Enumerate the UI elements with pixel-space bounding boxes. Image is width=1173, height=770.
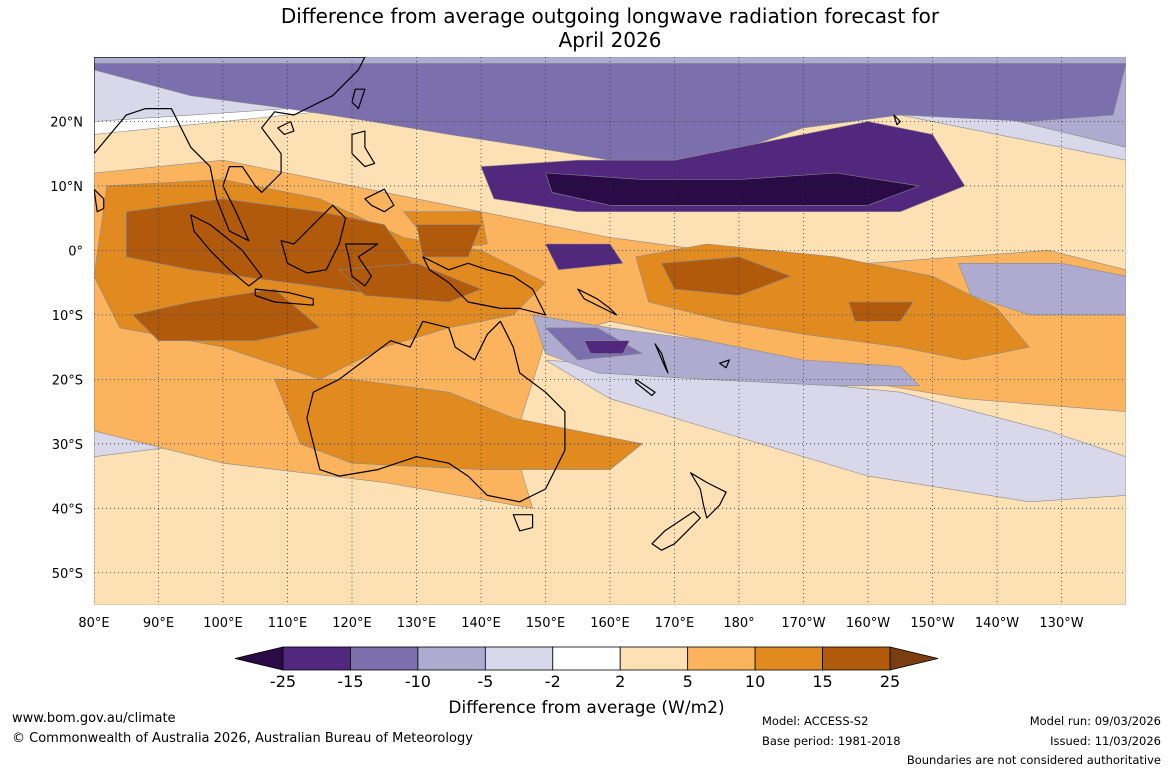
colorbar-tick-label: 2 (615, 672, 625, 691)
coastline-vanuatu (654, 343, 669, 374)
colorbar-tick-label: -5 (477, 672, 493, 691)
title-line-2: April 2026 (558, 28, 662, 52)
coastline-tasmania (512, 514, 534, 532)
colorbar-over-arrow (889, 646, 939, 671)
coastline-solomons (577, 288, 618, 316)
anomaly-region-14 (661, 256, 791, 296)
lat-tick-label: 20°S (52, 373, 83, 388)
colorbar-tick-label: -15 (337, 672, 363, 691)
colorbar-tick-label: -10 (405, 672, 431, 691)
title-line-1: Difference from average outgoing longwav… (280, 4, 940, 28)
coastline-philippines-mindanao (364, 188, 395, 213)
coastline-sulawesi (345, 243, 379, 287)
anomaly-region-11 (416, 224, 482, 258)
base-period-text: Base period: 1981-2018 (762, 734, 901, 748)
coastline-borneo (280, 204, 347, 274)
lon-tick-label: 130°W (1039, 616, 1083, 631)
lon-tick-label: 170°W (781, 616, 825, 631)
coastline-australia (306, 320, 566, 503)
lon-tick-label: 120°E (332, 616, 372, 631)
anomaly-region-22 (545, 243, 624, 271)
chart-title: Difference from average outgoing longwav… (0, 4, 1173, 52)
model-text: Model: ACCESS-S2 (762, 714, 869, 728)
lon-tick-label: 80°E (78, 616, 109, 631)
anomaly-region-24 (545, 172, 920, 206)
plot-area (94, 57, 1126, 605)
colorbar-swatch (350, 646, 419, 671)
coastline-new-zealand-south (651, 510, 701, 551)
lon-tick-label: 170°E (655, 616, 695, 631)
colorbar-swatch (484, 646, 554, 671)
lon-tick-label: 110°E (268, 616, 308, 631)
lon-tick-label: 90°E (143, 616, 174, 631)
coastline-mainland-asia (94, 57, 366, 242)
colorbar-tick-label: -25 (270, 672, 296, 691)
colorbar-tick-label: 10 (745, 672, 765, 691)
coastline-sri-lanka (94, 188, 105, 213)
coastline-hainan (277, 120, 295, 135)
anomaly-region-23 (583, 340, 630, 354)
coastline-hawaii (893, 114, 901, 126)
anomaly-region-17 (532, 314, 920, 387)
colorbar-swatch (619, 646, 689, 671)
colorbar-swatch (282, 646, 351, 671)
model-run-text: Model run: 09/03/2026 (1029, 714, 1161, 728)
lat-tick-label: 20°N (50, 115, 83, 130)
lat-tick-label: 10°S (52, 309, 83, 324)
lat-tick-label: 10°N (50, 180, 83, 195)
coastline-taiwan (351, 88, 366, 110)
colorbar-under-arrow (234, 646, 284, 671)
copyright-text: © Commonwealth of Australia 2026, Austra… (12, 731, 473, 746)
coastline-new-guinea (422, 256, 547, 316)
colorbar-swatch (754, 646, 823, 671)
lat-tick-label: 40°S (52, 502, 83, 517)
anomaly-fill-layer (94, 57, 1126, 605)
lon-tick-label: 140°E (461, 616, 501, 631)
lon-tick-label: 130°E (397, 616, 437, 631)
lon-tick-label: 150°E (526, 616, 566, 631)
lat-tick-label: 0° (68, 244, 83, 259)
lat-tick-label: 30°S (52, 438, 83, 453)
anomaly-region-15 (848, 301, 914, 322)
colorbar-tick-label: 5 (683, 672, 693, 691)
colorbar-swatch (687, 646, 756, 671)
coastline-java (254, 288, 314, 306)
colorbar-swatch (417, 646, 486, 671)
axis-labels: 80°E 90°E 100°E 110°E 120°E 130°E 140°E 150°E 16… (50, 115, 1084, 631)
coastline-new-zealand-north (689, 472, 727, 519)
coastline-fiji (718, 359, 730, 369)
boundaries-note: Boundaries are not considered authoritat… (906, 753, 1161, 767)
colorbar-title: Difference from average (W/m2) (448, 698, 724, 718)
lon-tick-label: 140°W (975, 616, 1019, 631)
anomaly-region-18 (957, 262, 1126, 316)
colorbar-swatch (552, 646, 621, 671)
colorbar-swatch (822, 646, 891, 671)
coastline-sumatra (190, 214, 263, 287)
lon-tick-label: 150°W (910, 616, 954, 631)
issued-text: Issued: 11/03/2026 (1050, 734, 1161, 748)
colorbar-tick-label: 25 (880, 672, 900, 691)
colorbar-tick-label: -2 (545, 672, 561, 691)
coastline-new-caledonia (635, 378, 656, 397)
lat-tick-label: 50°S (52, 567, 83, 582)
website-text: www.bom.gov.au/climate (12, 711, 176, 726)
lon-tick-label: 160°E (590, 616, 630, 631)
anomaly-region-9 (274, 379, 643, 470)
lon-tick-label: 180° (723, 616, 754, 631)
anomaly-region-12 (338, 262, 482, 303)
gridlines (94, 57, 1126, 605)
lon-tick-label: 100°E (203, 616, 243, 631)
lon-tick-label: 160°W (846, 616, 890, 631)
colorbar-tick-label: 15 (812, 672, 832, 691)
